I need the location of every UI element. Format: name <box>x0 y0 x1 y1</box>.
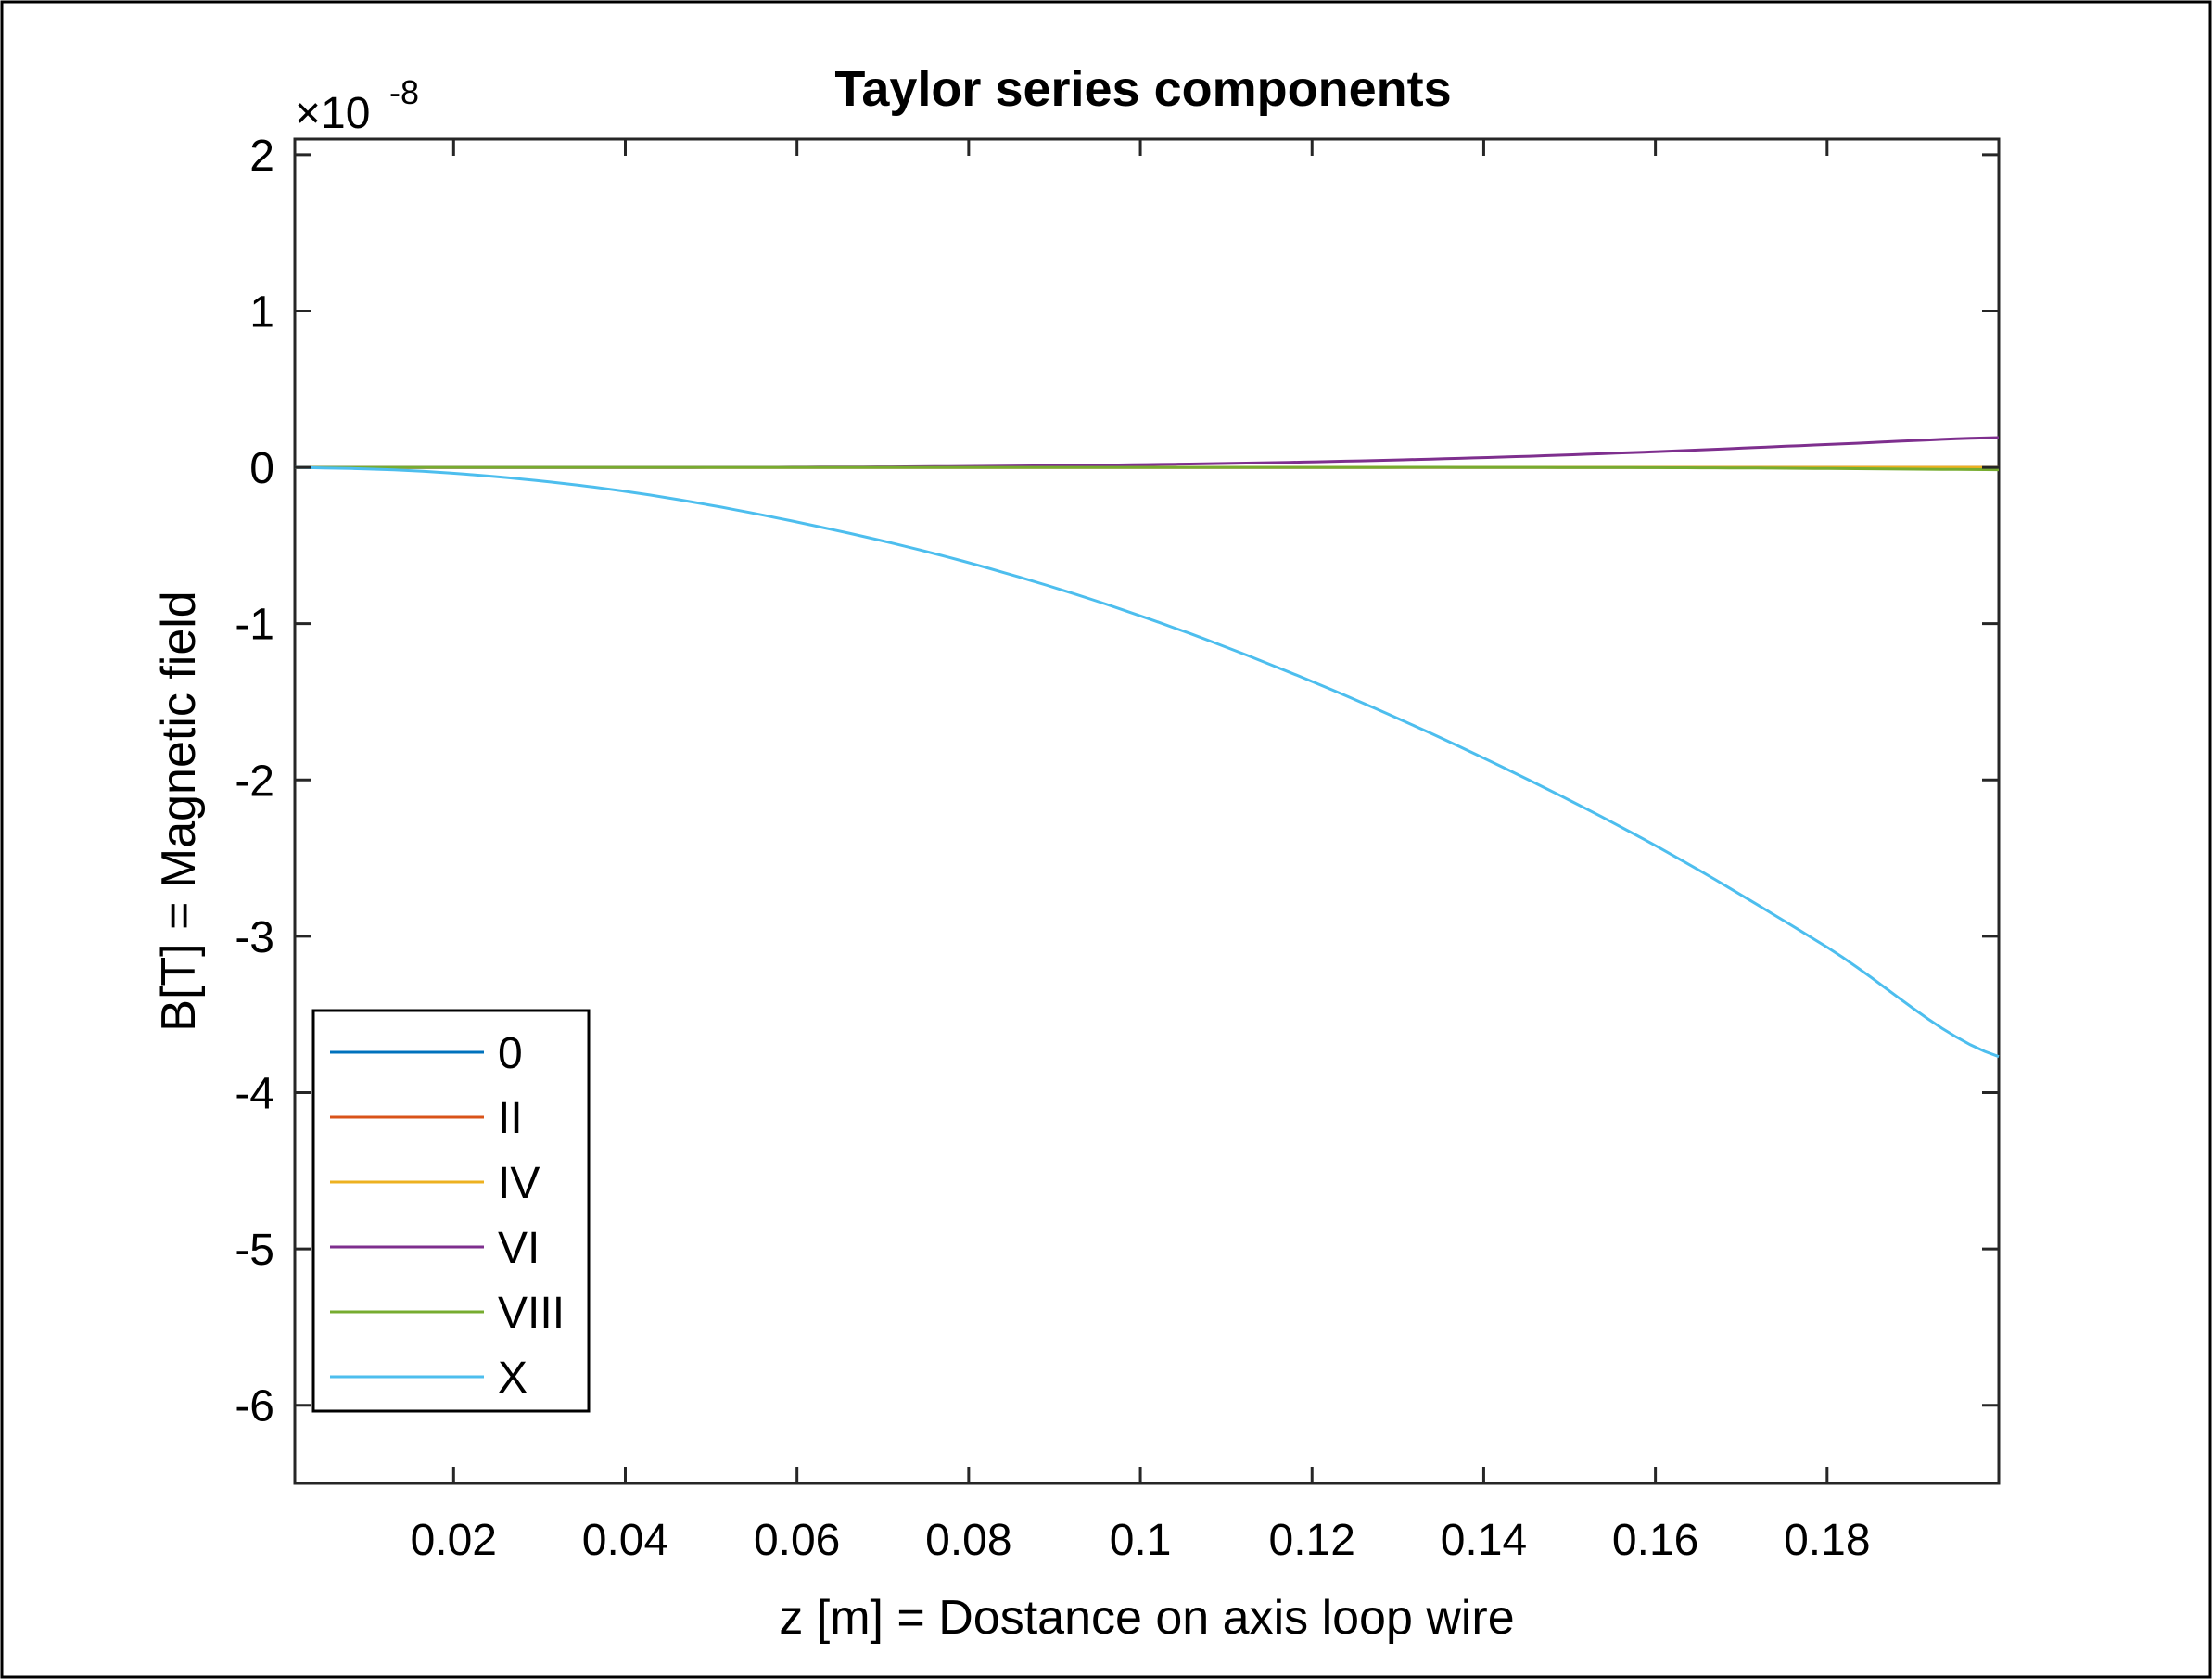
y-tick-label: -4 <box>235 1069 274 1118</box>
y-exponent-power: -8 <box>389 73 419 111</box>
legend-label: IV <box>498 1159 540 1208</box>
y-exponent-base: ×10 <box>295 89 370 138</box>
legend-label: X <box>498 1354 528 1403</box>
x-tick-label: 0.18 <box>1784 1516 1870 1565</box>
y-tick-label: -2 <box>235 757 274 806</box>
series-line-X <box>294 465 2000 1059</box>
x-tick-label: 0.08 <box>925 1516 1011 1565</box>
legend-entries: 0 II IV VI VIII X <box>330 1029 565 1403</box>
y-tick-label: -5 <box>235 1226 274 1275</box>
y-tick-label: -3 <box>235 913 274 962</box>
y-tick-label: 2 <box>249 132 274 181</box>
x-tick-label: 0.02 <box>411 1516 497 1565</box>
y-axis-label: B[T] = Magnetic field <box>152 591 206 1031</box>
x-tick-label: 0.06 <box>754 1516 840 1565</box>
y-tick-label: -6 <box>235 1382 274 1431</box>
legend-label: 0 <box>498 1029 523 1078</box>
x-ticks: 0.02 0.04 0.06 0.08 0.1 0.12 0.14 0.16 0.18 <box>411 139 1871 1565</box>
legend-label: VIII <box>498 1289 565 1338</box>
y-tick-label: 0 <box>249 444 274 493</box>
chart-title: Taylor series components <box>834 61 1451 117</box>
series-layer <box>294 436 2000 1059</box>
y-ticks: 2 1 0 -1 -2 -3 -4 -5 -6 <box>235 132 1999 1431</box>
x-tick-label: 0.1 <box>1110 1516 1172 1565</box>
legend-box <box>311 1009 591 1413</box>
x-tick-label: 0.04 <box>582 1516 668 1565</box>
series-line-VIII <box>295 465 2000 472</box>
legend: 0 II IV VI VIII X <box>311 1009 591 1413</box>
x-axis-label: z [m] = Dostance on axis loop wire <box>779 1591 1514 1645</box>
legend-label: II <box>498 1094 523 1143</box>
x-tick-label: 0.14 <box>1441 1516 1527 1565</box>
x-tick-label: 0.12 <box>1269 1516 1355 1565</box>
legend-label: VI <box>498 1224 540 1273</box>
y-exponent: ×10 -8 <box>295 73 419 138</box>
y-tick-label: -1 <box>235 601 274 650</box>
x-tick-label: 0.16 <box>1612 1516 1698 1565</box>
y-tick-label: 1 <box>249 287 274 337</box>
